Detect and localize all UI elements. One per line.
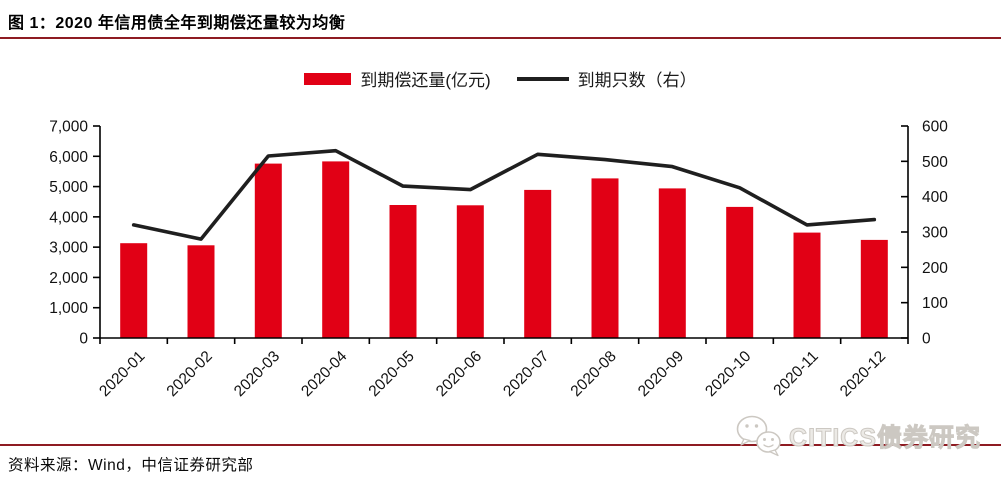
left-axis-tick-label: 2,000 xyxy=(49,270,88,287)
bar-2020-10 xyxy=(726,206,754,338)
bar-2020-02 xyxy=(187,245,215,338)
x-axis-label: 2020-04 xyxy=(298,348,351,401)
bar-2020-05 xyxy=(389,205,417,338)
wechat-icon xyxy=(736,415,781,457)
x-axis-label: 2020-07 xyxy=(500,348,552,400)
watermark: CITICS债券研究 xyxy=(735,414,981,458)
legend-label-bar-series: 到期偿还量(亿元) xyxy=(360,71,491,90)
x-axis-label: 2020-08 xyxy=(568,348,620,400)
x-axis-label: 2020-01 xyxy=(96,348,148,400)
right-axis-tick-label: 500 xyxy=(922,154,948,171)
bar-2020-08 xyxy=(591,178,619,338)
bar-2020-12 xyxy=(860,239,888,338)
right-axis-tick-label: 400 xyxy=(922,189,948,206)
x-axis-label: 2020-05 xyxy=(366,348,418,400)
left-axis-tick-label: 3,000 xyxy=(49,240,88,257)
right-axis-tick-label: 100 xyxy=(922,295,948,312)
x-axis-label: 2020-10 xyxy=(702,348,755,401)
figure-title: 图 1：2020 年信用债全年到期偿还量较为均衡 xyxy=(8,15,346,32)
legend-item-line-series: 到期只数（右） xyxy=(516,66,697,91)
bar-2020-06 xyxy=(456,205,484,338)
bar-2020-03 xyxy=(254,163,282,338)
x-axis-label: 2020-02 xyxy=(164,348,216,400)
left-axis-tick-label: 7,000 xyxy=(49,119,88,136)
source-note: 资料来源：Wind，中信证券研究部 xyxy=(8,457,254,474)
bar-2020-11 xyxy=(793,232,821,338)
x-axis-label: 2020-06 xyxy=(433,348,485,400)
legend-label-line-series: 到期只数（右） xyxy=(577,71,697,90)
chart-svg: 0 1,000 2,000 3,000 4,000 5,000 6,000 7,000 0 100… xyxy=(49,119,948,401)
right-axis-tick-label: 300 xyxy=(922,225,948,242)
bar-2020-09 xyxy=(658,188,686,338)
left-axis-tick-label: 6,000 xyxy=(49,149,88,166)
x-axis-label: 2020-12 xyxy=(837,348,889,400)
x-axis-label: 2020-09 xyxy=(635,348,687,400)
bar-2020-07 xyxy=(524,189,552,338)
left-axis-tick-label: 1,000 xyxy=(49,300,88,317)
right-axis-tick-label: 200 xyxy=(922,260,948,277)
left-axis-tick-label: 5,000 xyxy=(49,179,88,196)
right-axis-tick-label: 0 xyxy=(922,331,931,348)
x-axis-label: 2020-03 xyxy=(231,348,283,400)
x-axis-label: 2020-11 xyxy=(770,348,821,399)
right-axis-tick-label: 600 xyxy=(922,119,948,136)
left-axis-tick-label: 0 xyxy=(79,331,88,348)
bar-2020-01 xyxy=(120,243,148,338)
line-series xyxy=(131,148,877,241)
left-axis-tick-label: 4,000 xyxy=(49,209,88,226)
bar-2020-04 xyxy=(322,161,350,338)
bar-series-swatch xyxy=(304,72,352,85)
title-divider xyxy=(0,37,1001,39)
watermark-text: CITICS债券研究 xyxy=(789,424,981,453)
line-series-swatch xyxy=(516,76,569,81)
chart-legend: 到期偿还量(亿元) 到期只数（右） xyxy=(0,66,1001,91)
footer-divider xyxy=(0,444,1001,446)
legend-item-bar-series: 到期偿还量(亿元) xyxy=(304,66,491,91)
